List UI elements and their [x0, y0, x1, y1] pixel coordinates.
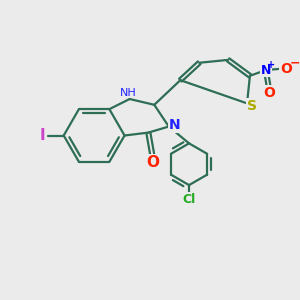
Text: Cl: Cl [182, 193, 196, 206]
Text: +: + [267, 60, 275, 70]
Text: N: N [169, 118, 180, 132]
Text: O: O [146, 155, 159, 170]
Text: NH: NH [120, 88, 136, 98]
Text: S: S [247, 99, 257, 113]
Text: −: − [290, 57, 300, 70]
Text: N: N [261, 64, 271, 76]
Text: O: O [280, 61, 292, 76]
Text: I: I [40, 128, 45, 143]
Text: O: O [263, 85, 275, 100]
